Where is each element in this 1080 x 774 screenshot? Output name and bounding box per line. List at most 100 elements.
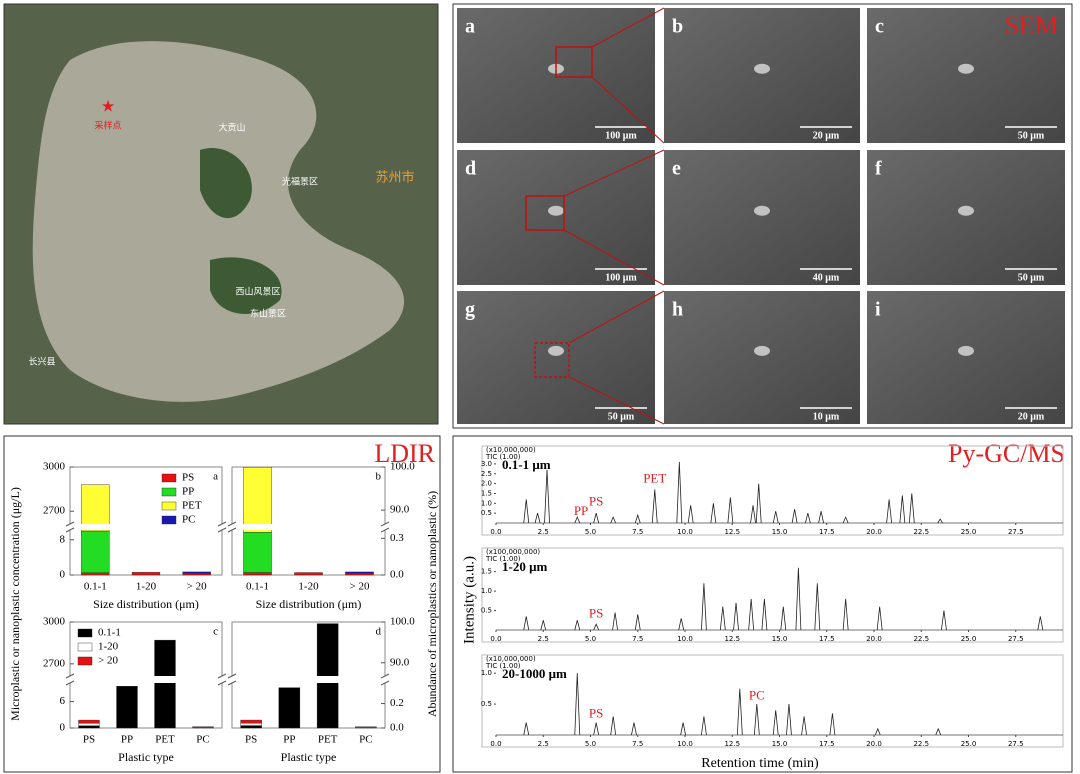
tic-label: TIC (1.00) bbox=[485, 453, 521, 461]
map-label: 东山景区 bbox=[250, 308, 286, 320]
bar bbox=[243, 467, 272, 533]
x-tick-label: 0.0 bbox=[490, 635, 501, 643]
bar bbox=[240, 719, 262, 724]
peak bbox=[755, 483, 762, 524]
panel-letter: b bbox=[672, 16, 683, 38]
peak bbox=[886, 499, 893, 524]
peak-annotation: PET bbox=[643, 471, 666, 486]
peak bbox=[801, 716, 807, 736]
peak bbox=[908, 493, 915, 524]
y-tick-label: 100.0 bbox=[390, 616, 415, 628]
map-label: 长兴县 bbox=[28, 356, 55, 368]
x-tick-label: PC bbox=[196, 734, 209, 746]
y-tick-label: 0.5 bbox=[481, 700, 492, 708]
peak bbox=[680, 722, 687, 736]
y-tick-label: 2700 bbox=[43, 657, 66, 669]
peak bbox=[593, 623, 600, 631]
x-tick-label: 10.0 bbox=[677, 635, 693, 643]
x-tick-label: 15.0 bbox=[772, 635, 788, 643]
x-tick-label: 20.0 bbox=[866, 528, 882, 536]
y-tick-label: 0.2 bbox=[390, 697, 404, 709]
y-tick-label: 6 bbox=[60, 695, 66, 707]
y-axis-label: Microplastic or nanoplastic concentratio… bbox=[8, 487, 22, 721]
panel-letter: d bbox=[376, 626, 382, 638]
legend-swatch bbox=[161, 515, 177, 525]
zoom-line bbox=[568, 376, 665, 425]
peak bbox=[610, 516, 617, 524]
scale-bar-label: 100 μm bbox=[605, 272, 637, 283]
x-axis-label: Retention time (min) bbox=[701, 756, 819, 771]
peak bbox=[842, 516, 849, 524]
peak bbox=[876, 606, 883, 631]
x-tick-label: 10.0 bbox=[677, 740, 693, 748]
peak bbox=[829, 713, 836, 736]
lake bbox=[32, 41, 405, 402]
bar bbox=[81, 572, 110, 576]
peak bbox=[899, 495, 906, 524]
peak bbox=[593, 722, 600, 736]
map-label: 采样点 bbox=[94, 120, 121, 132]
x-axis-label: Plastic type bbox=[118, 750, 174, 764]
x-tick-label: PET bbox=[318, 734, 338, 746]
legend-swatch bbox=[161, 501, 177, 511]
y-tick-label: 0.0 bbox=[390, 569, 404, 581]
peak bbox=[651, 489, 658, 524]
trace-frame bbox=[481, 654, 1064, 748]
x-tick-label: 25.0 bbox=[961, 635, 977, 643]
map-label: 西山风景区 bbox=[235, 287, 280, 298]
peak bbox=[687, 505, 694, 524]
peak bbox=[631, 722, 637, 736]
panel-letter: d bbox=[465, 158, 476, 180]
break-mark bbox=[227, 680, 237, 686]
peak bbox=[710, 503, 717, 524]
y-tick-label: 1.0 bbox=[481, 669, 492, 677]
x-tick-label: 12.5 bbox=[724, 635, 740, 643]
y-tick-label: 8 bbox=[60, 533, 66, 545]
map-label: 大贡山 bbox=[218, 122, 245, 134]
x-axis-label: Size distribution (μm) bbox=[93, 597, 199, 611]
axis-break bbox=[228, 524, 389, 530]
y-axis-label: Intensity (a.u.) bbox=[461, 556, 477, 644]
zoom-line bbox=[563, 229, 665, 286]
particle bbox=[548, 205, 564, 216]
bar bbox=[154, 639, 176, 729]
bar bbox=[78, 722, 100, 726]
peak-annotation: PS bbox=[589, 493, 603, 508]
x-tick-label: 7.5 bbox=[632, 528, 643, 536]
x-tick-label: 0.1-1 bbox=[84, 581, 107, 593]
x-tick-label: 12.5 bbox=[724, 740, 740, 748]
peak bbox=[761, 598, 768, 631]
legend-swatch bbox=[161, 487, 177, 497]
x-tick-label: > 20 bbox=[350, 581, 370, 593]
scale-bar-label: 50 μm bbox=[608, 411, 635, 422]
y-tick-label: 0 bbox=[60, 569, 66, 581]
peak bbox=[733, 602, 739, 631]
peak bbox=[750, 505, 756, 524]
break-mark bbox=[65, 521, 75, 527]
x-tick-label: PET bbox=[155, 734, 175, 746]
panel-letter: c bbox=[213, 626, 218, 638]
peak bbox=[1037, 616, 1044, 631]
peak bbox=[842, 598, 849, 631]
peak bbox=[772, 710, 779, 736]
peak bbox=[593, 513, 600, 524]
x-tick-label: 2.5 bbox=[538, 635, 549, 643]
legend-swatch bbox=[77, 628, 93, 638]
bar bbox=[316, 623, 339, 729]
peak bbox=[634, 513, 641, 524]
sem-image bbox=[867, 8, 1065, 143]
peak bbox=[610, 716, 617, 736]
peak bbox=[935, 727, 942, 736]
scale-bar-label: 50 μm bbox=[1018, 130, 1045, 141]
break-mark bbox=[380, 527, 390, 533]
break-mark bbox=[217, 673, 227, 679]
x-tick-label: > 20 bbox=[187, 581, 207, 593]
particle bbox=[754, 345, 770, 356]
bar bbox=[345, 572, 374, 576]
pygcms-frame bbox=[452, 435, 1073, 773]
sem-title: SEM bbox=[1005, 11, 1058, 40]
x-tick-label: 25.0 bbox=[961, 528, 977, 536]
x-tick-label: 7.5 bbox=[632, 740, 643, 748]
tic-label: TIC (1.00) bbox=[485, 662, 521, 670]
